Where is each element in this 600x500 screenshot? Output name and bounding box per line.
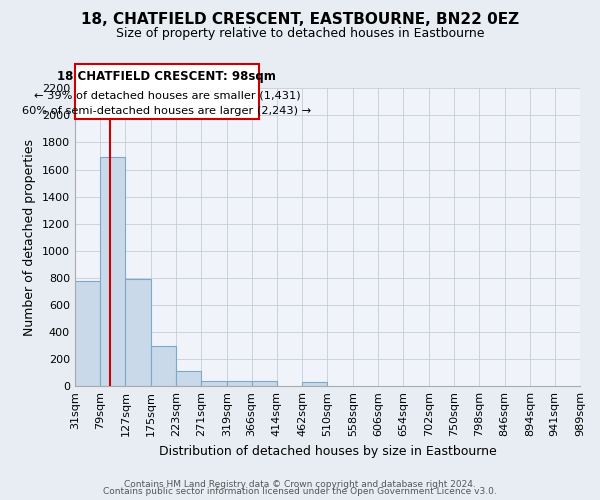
Bar — [227, 381, 251, 386]
Bar — [151, 346, 176, 386]
Bar — [176, 372, 202, 386]
Text: Contains public sector information licensed under the Open Government Licence v3: Contains public sector information licen… — [103, 488, 497, 496]
Text: 60% of semi-detached houses are larger (2,243) →: 60% of semi-detached houses are larger (… — [22, 106, 311, 116]
Text: 18, CHATFIELD CRESCENT, EASTBOURNE, BN22 0EZ: 18, CHATFIELD CRESCENT, EASTBOURNE, BN22… — [81, 12, 519, 28]
Bar — [100, 158, 125, 386]
Text: ← 39% of detached houses are smaller (1,431): ← 39% of detached houses are smaller (1,… — [34, 90, 300, 101]
Bar — [251, 382, 277, 386]
Text: Size of property relative to detached houses in Eastbourne: Size of property relative to detached ho… — [116, 28, 484, 40]
Text: Contains HM Land Registry data © Crown copyright and database right 2024.: Contains HM Land Registry data © Crown c… — [124, 480, 476, 489]
Y-axis label: Number of detached properties: Number of detached properties — [23, 138, 36, 336]
Bar — [75, 64, 259, 120]
Bar — [302, 382, 328, 386]
X-axis label: Distribution of detached houses by size in Eastbourne: Distribution of detached houses by size … — [158, 444, 496, 458]
Bar — [125, 278, 151, 386]
Bar — [202, 381, 227, 386]
Bar — [75, 280, 100, 386]
Text: 18 CHATFIELD CRESCENT: 98sqm: 18 CHATFIELD CRESCENT: 98sqm — [58, 70, 277, 83]
